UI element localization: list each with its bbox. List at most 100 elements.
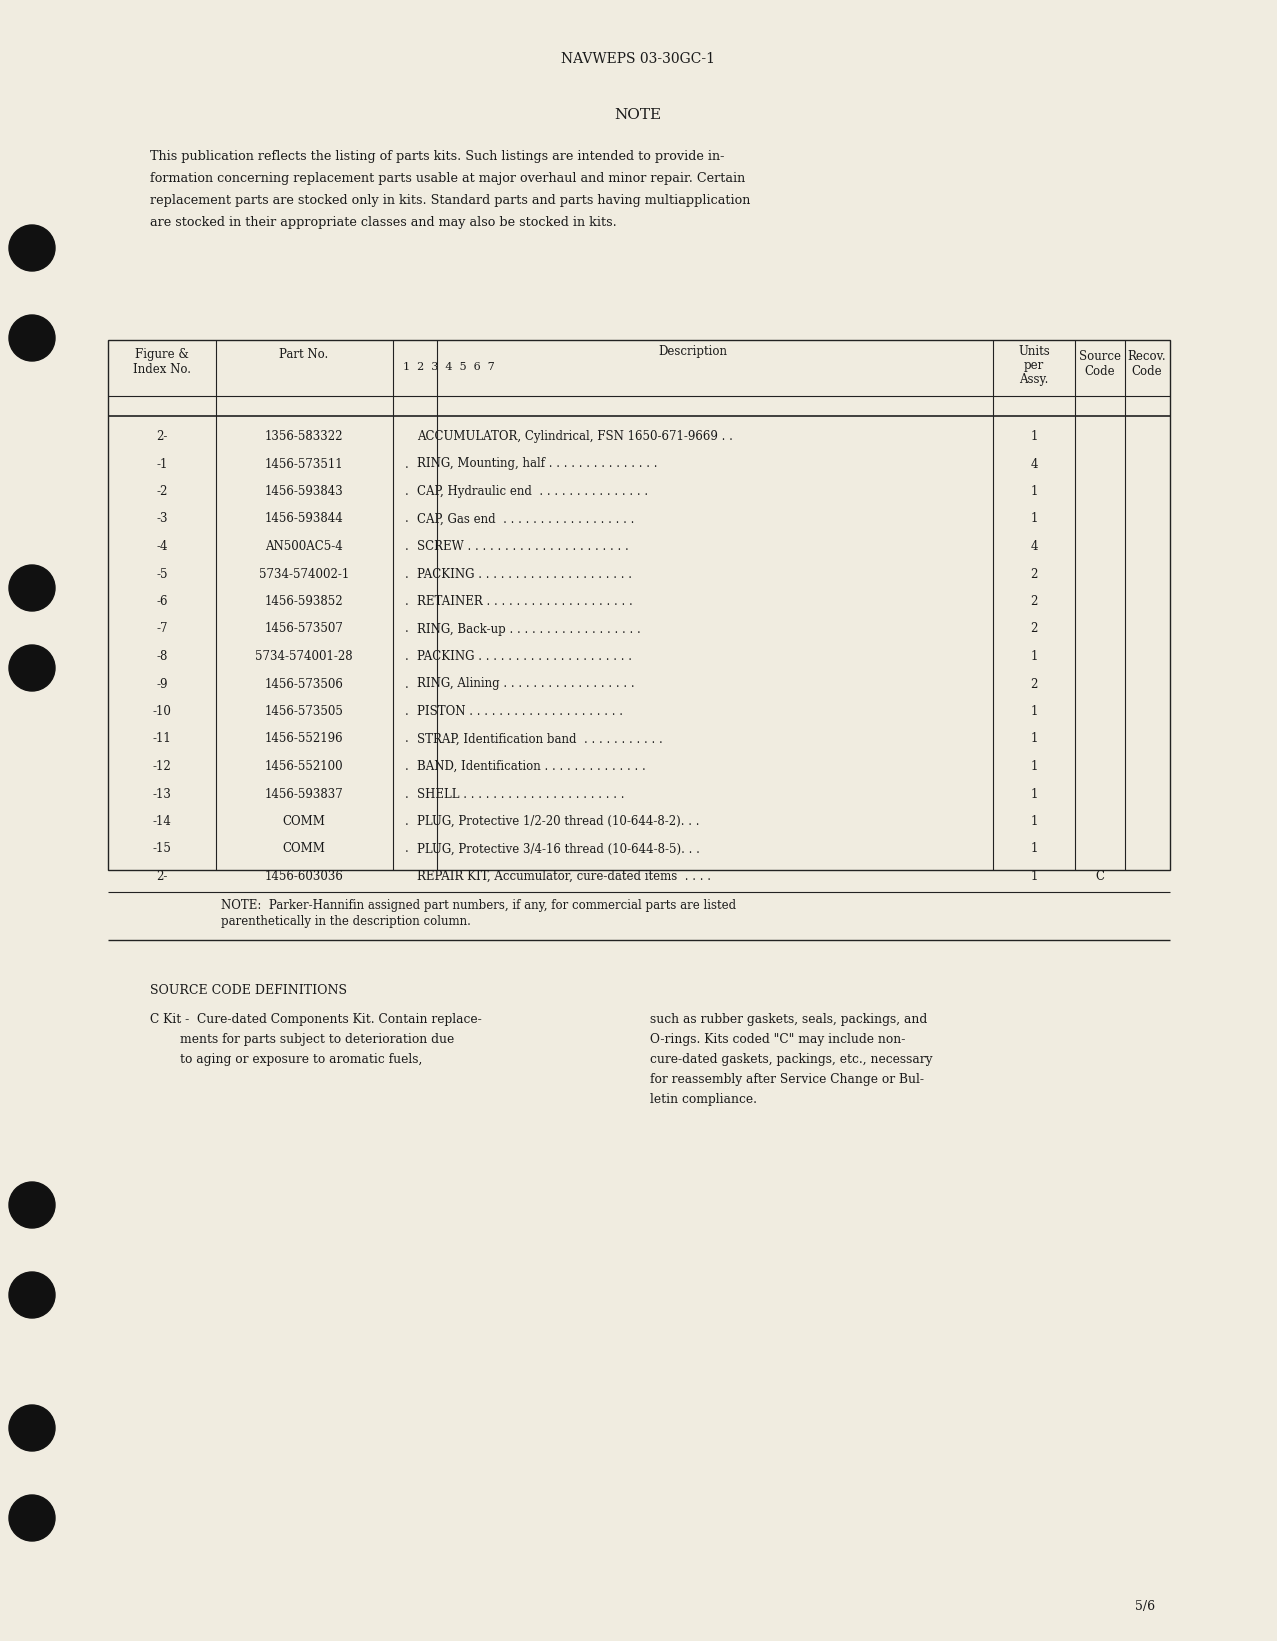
Text: parenthetically in the description column.: parenthetically in the description colum… — [221, 916, 471, 929]
Text: -9: -9 — [156, 678, 167, 691]
Text: COMM: COMM — [282, 816, 326, 829]
Text: 1: 1 — [1031, 788, 1038, 801]
Text: Assy.: Assy. — [1019, 373, 1048, 386]
Circle shape — [9, 1182, 55, 1227]
Text: 5734-574001-28: 5734-574001-28 — [255, 650, 352, 663]
Text: PISTON . . . . . . . . . . . . . . . . . . . . .: PISTON . . . . . . . . . . . . . . . . .… — [418, 706, 623, 719]
Text: .: . — [405, 706, 409, 719]
Text: 1: 1 — [1031, 486, 1038, 497]
Text: STRAP, Identification band  . . . . . . . . . . .: STRAP, Identification band . . . . . . .… — [418, 732, 663, 745]
Text: -7: -7 — [156, 622, 167, 635]
Text: REPAIR KIT, Accumulator, cure-dated items  . . . .: REPAIR KIT, Accumulator, cure-dated item… — [418, 870, 711, 883]
Circle shape — [9, 1272, 55, 1318]
Text: 1: 1 — [1031, 512, 1038, 525]
Circle shape — [9, 315, 55, 361]
Text: 1: 1 — [1031, 732, 1038, 745]
Text: SOURCE CODE DEFINITIONS: SOURCE CODE DEFINITIONS — [149, 985, 347, 998]
Text: 5/6: 5/6 — [1135, 1600, 1154, 1613]
Text: to aging or exposure to aromatic fuels,: to aging or exposure to aromatic fuels, — [180, 1052, 423, 1065]
Text: 1456-573511: 1456-573511 — [264, 458, 344, 471]
Text: -14: -14 — [152, 816, 171, 829]
Circle shape — [9, 1495, 55, 1541]
Text: -8: -8 — [156, 650, 167, 663]
Text: SHELL . . . . . . . . . . . . . . . . . . . . . .: SHELL . . . . . . . . . . . . . . . . . … — [418, 788, 624, 801]
Text: RING, Mounting, half . . . . . . . . . . . . . . .: RING, Mounting, half . . . . . . . . . .… — [418, 458, 658, 471]
Text: 4: 4 — [1031, 540, 1038, 553]
Text: CAP, Gas end  . . . . . . . . . . . . . . . . . .: CAP, Gas end . . . . . . . . . . . . . .… — [418, 512, 635, 525]
Text: 1456-593844: 1456-593844 — [264, 512, 344, 525]
Text: 2-: 2- — [156, 870, 167, 883]
Text: 1456-573506: 1456-573506 — [264, 678, 344, 691]
Text: .: . — [405, 842, 409, 855]
Text: .: . — [405, 512, 409, 525]
Text: .: . — [405, 568, 409, 581]
Text: NOTE:  Parker-Hannifin assigned part numbers, if any, for commercial parts are l: NOTE: Parker-Hannifin assigned part numb… — [221, 899, 736, 912]
Text: .: . — [405, 816, 409, 829]
Text: RING, Alining . . . . . . . . . . . . . . . . . .: RING, Alining . . . . . . . . . . . . . … — [418, 678, 635, 691]
Text: 1456-573505: 1456-573505 — [264, 706, 344, 719]
Text: cure-dated gaskets, packings, etc., necessary: cure-dated gaskets, packings, etc., nece… — [650, 1052, 932, 1065]
Text: 1: 1 — [1031, 760, 1038, 773]
Text: ACCUMULATOR, Cylindrical, FSN 1650-671-9669 . .: ACCUMULATOR, Cylindrical, FSN 1650-671-9… — [418, 430, 733, 443]
Bar — [109, 891, 1170, 940]
Text: PLUG, Protective 1/2-20 thread (10-644-8-2). . .: PLUG, Protective 1/2-20 thread (10-644-8… — [418, 816, 700, 829]
Text: 1: 1 — [1031, 430, 1038, 443]
Text: 1: 1 — [1031, 650, 1038, 663]
Text: 2: 2 — [1031, 568, 1038, 581]
Text: 1: 1 — [1031, 870, 1038, 883]
Text: O-rings. Kits coded "C" may include non-: O-rings. Kits coded "C" may include non- — [650, 1032, 905, 1045]
Text: RETAINER . . . . . . . . . . . . . . . . . . . .: RETAINER . . . . . . . . . . . . . . . .… — [418, 596, 632, 609]
Text: -15: -15 — [152, 842, 171, 855]
Text: 1356-583322: 1356-583322 — [264, 430, 344, 443]
Text: This publication reflects the listing of parts kits. Such listings are intended : This publication reflects the listing of… — [149, 149, 724, 162]
Text: 2: 2 — [1031, 678, 1038, 691]
Text: .: . — [405, 458, 409, 471]
Text: PACKING . . . . . . . . . . . . . . . . . . . . .: PACKING . . . . . . . . . . . . . . . . … — [418, 650, 632, 663]
Text: -11: -11 — [153, 732, 171, 745]
Circle shape — [9, 225, 55, 271]
Text: -1: -1 — [156, 458, 167, 471]
Text: 2: 2 — [1031, 622, 1038, 635]
Text: Code: Code — [1131, 364, 1162, 377]
Text: 1: 1 — [1031, 706, 1038, 719]
Text: PACKING . . . . . . . . . . . . . . . . . . . . .: PACKING . . . . . . . . . . . . . . . . … — [418, 568, 632, 581]
Text: -4: -4 — [156, 540, 167, 553]
Text: NOTE: NOTE — [614, 108, 661, 121]
Text: AN500AC5-4: AN500AC5-4 — [266, 540, 344, 553]
Text: Figure &: Figure & — [135, 348, 189, 361]
Text: .: . — [405, 732, 409, 745]
Text: Recov.: Recov. — [1128, 350, 1166, 363]
Text: RING, Back-up . . . . . . . . . . . . . . . . . .: RING, Back-up . . . . . . . . . . . . . … — [418, 622, 641, 635]
Text: such as rubber gaskets, seals, packings, and: such as rubber gaskets, seals, packings,… — [650, 1012, 927, 1026]
Text: BAND, Identification . . . . . . . . . . . . . .: BAND, Identification . . . . . . . . . .… — [418, 760, 646, 773]
Text: .: . — [405, 540, 409, 553]
Text: -3: -3 — [156, 512, 167, 525]
Text: 2: 2 — [1031, 596, 1038, 609]
Text: ments for parts subject to deterioration due: ments for parts subject to deterioration… — [180, 1032, 455, 1045]
Text: SCREW . . . . . . . . . . . . . . . . . . . . . .: SCREW . . . . . . . . . . . . . . . . . … — [418, 540, 628, 553]
Text: Code: Code — [1084, 364, 1115, 377]
Text: .: . — [405, 486, 409, 497]
Text: Description: Description — [659, 345, 728, 358]
Text: -10: -10 — [152, 706, 171, 719]
Text: Index No.: Index No. — [133, 363, 192, 376]
Text: .: . — [405, 596, 409, 609]
Text: -13: -13 — [152, 788, 171, 801]
Text: 1456-593837: 1456-593837 — [264, 788, 344, 801]
Text: COMM: COMM — [282, 842, 326, 855]
Text: are stocked in their appropriate classes and may also be stocked in kits.: are stocked in their appropriate classes… — [149, 217, 617, 230]
Text: 1456-603036: 1456-603036 — [264, 870, 344, 883]
Text: letin compliance.: letin compliance. — [650, 1093, 757, 1106]
Text: Units: Units — [1018, 345, 1050, 358]
Text: Source: Source — [1079, 350, 1121, 363]
Text: C Kit -  Cure-dated Components Kit. Contain replace-: C Kit - Cure-dated Components Kit. Conta… — [149, 1012, 481, 1026]
Text: Part No.: Part No. — [280, 348, 328, 361]
Text: replacement parts are stocked only in kits. Standard parts and parts having mult: replacement parts are stocked only in ki… — [149, 194, 751, 207]
Text: -2: -2 — [156, 486, 167, 497]
Text: 2-: 2- — [156, 430, 167, 443]
Bar — [109, 340, 1170, 870]
Text: for reassembly after Service Change or Bul-: for reassembly after Service Change or B… — [650, 1073, 925, 1085]
Text: NAVWEPS 03-30GC-1: NAVWEPS 03-30GC-1 — [561, 53, 715, 66]
Text: per: per — [1024, 359, 1045, 373]
Text: .: . — [405, 788, 409, 801]
